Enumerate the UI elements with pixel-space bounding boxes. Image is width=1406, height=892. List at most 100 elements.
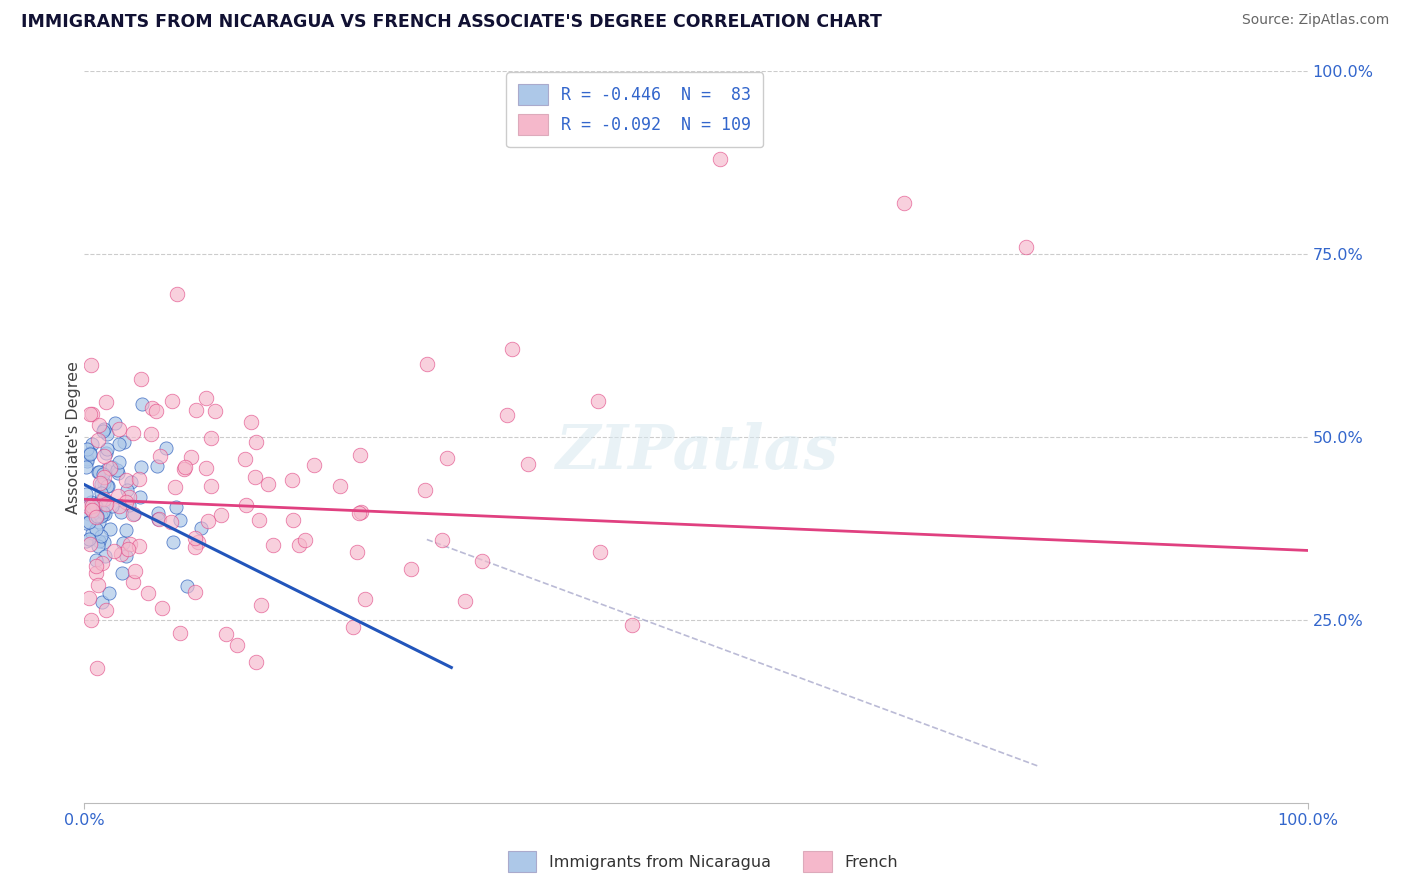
Point: [107, 499, 129, 513]
Y-axis label: Associate's Degree: Associate's Degree: [66, 360, 80, 514]
Legend: Immigrants from Nicaragua, French: Immigrants from Nicaragua, French: [499, 843, 907, 880]
Point: [169, 513, 191, 527]
Point: [107, 489, 129, 503]
Point: [131, 397, 153, 411]
Point: [129, 490, 152, 504]
Text: IMMIGRANTS FROM NICARAGUA VS FRENCH ASSOCIATE'S DEGREE CORRELATION CHART: IMMIGRANTS FROM NICARAGUA VS FRENCH ASSO…: [21, 13, 882, 31]
Point: [93, 534, 115, 549]
Point: [91, 556, 114, 570]
Point: [141, 401, 163, 415]
Point: [84, 510, 107, 524]
Point: [413, 483, 436, 497]
Point: [118, 499, 141, 513]
Point: [117, 541, 139, 556]
Point: [96, 394, 118, 409]
Point: [114, 549, 136, 563]
Point: [93, 450, 115, 464]
Point: [79, 446, 101, 460]
Point: [184, 531, 207, 545]
Point: [349, 448, 371, 462]
Point: [94, 463, 117, 477]
Point: [129, 372, 152, 386]
Point: [124, 564, 146, 578]
Point: [104, 416, 127, 430]
Point: [80, 436, 103, 450]
Point: [197, 514, 219, 528]
Point: [893, 196, 915, 211]
Point: [329, 479, 352, 493]
Point: [145, 404, 167, 418]
Point: [118, 490, 141, 504]
Point: [249, 599, 271, 613]
Point: [90, 485, 112, 500]
Point: [122, 426, 145, 441]
Point: [105, 463, 128, 477]
Point: [120, 475, 142, 490]
Point: [589, 544, 612, 558]
Point: [90, 493, 112, 508]
Point: [89, 417, 111, 432]
Point: [87, 465, 110, 479]
Point: [128, 539, 150, 553]
Point: [86, 509, 108, 524]
Point: [83, 504, 105, 518]
Point: [108, 422, 131, 436]
Point: [98, 461, 121, 475]
Point: [87, 466, 110, 480]
Point: [146, 506, 169, 520]
Point: [107, 467, 129, 481]
Point: [190, 521, 212, 535]
Point: [401, 562, 423, 576]
Point: [93, 549, 115, 563]
Point: [136, 586, 159, 600]
Point: [93, 491, 115, 506]
Point: [586, 393, 609, 408]
Point: [165, 500, 187, 515]
Point: [1015, 240, 1038, 254]
Point: [122, 507, 145, 521]
Point: [169, 625, 191, 640]
Point: [162, 394, 184, 409]
Point: [94, 507, 117, 521]
Point: [245, 434, 267, 449]
Point: [176, 579, 198, 593]
Point: [84, 522, 107, 536]
Point: [347, 506, 370, 520]
Point: [75, 487, 97, 501]
Point: [115, 483, 138, 498]
Point: [155, 441, 177, 455]
Point: [416, 357, 439, 371]
Point: [77, 591, 100, 605]
Point: [79, 447, 101, 461]
Point: [93, 470, 115, 484]
Point: [94, 603, 117, 617]
Point: [709, 152, 731, 166]
Point: [98, 522, 121, 536]
Point: [149, 450, 172, 464]
Point: [80, 613, 103, 627]
Point: [350, 505, 373, 519]
Point: [209, 508, 232, 522]
Point: [75, 460, 97, 475]
Point: [84, 566, 107, 580]
Point: [82, 507, 104, 521]
Point: [200, 432, 222, 446]
Point: [204, 404, 226, 418]
Point: [108, 455, 131, 469]
Point: [110, 505, 132, 519]
Point: [75, 534, 97, 549]
Point: [249, 513, 271, 527]
Point: [186, 535, 208, 549]
Point: [87, 434, 110, 448]
Point: [91, 497, 114, 511]
Point: [111, 566, 134, 580]
Text: Source: ZipAtlas.com: Source: ZipAtlas.com: [1241, 13, 1389, 28]
Point: [621, 617, 644, 632]
Point: [77, 507, 100, 521]
Point: [148, 511, 170, 525]
Point: [302, 458, 325, 472]
Point: [83, 505, 105, 519]
Point: [150, 600, 173, 615]
Point: [141, 426, 163, 441]
Point: [76, 442, 98, 456]
